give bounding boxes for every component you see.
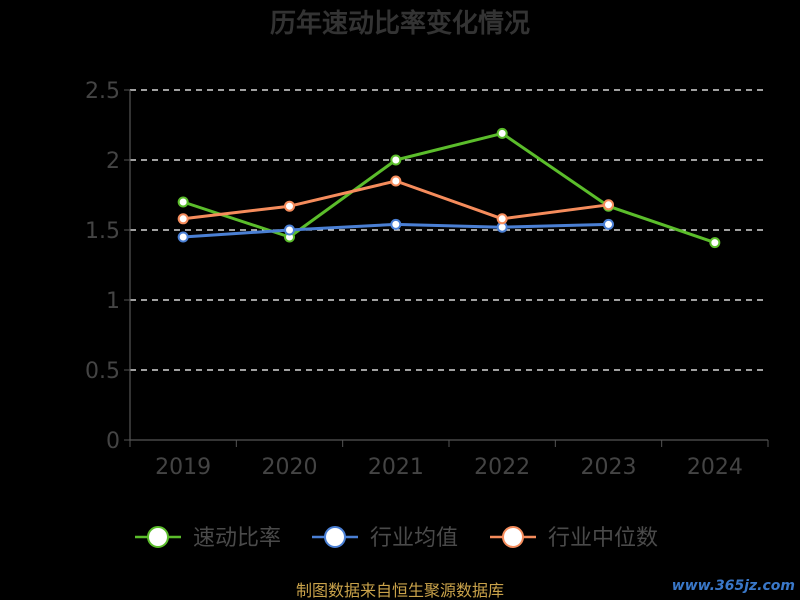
- x-tick-label-2023: 2023: [581, 455, 637, 480]
- x-tick-label-2022: 2022: [474, 455, 530, 480]
- data-point-2-2021[interactable]: [390, 175, 402, 187]
- data-point-2-2022[interactable]: [496, 213, 508, 225]
- x-tick-label-2020: 2020: [262, 455, 318, 480]
- legend-marker-2: [502, 526, 524, 548]
- x-tick-label-2021: 2021: [368, 455, 424, 480]
- data-point-2-2023[interactable]: [603, 199, 614, 211]
- data-point-2-2019[interactable]: [177, 213, 189, 225]
- data-point-2-2020[interactable]: [284, 200, 295, 212]
- series-0: [177, 127, 721, 249]
- data-point-1-2019[interactable]: [177, 231, 189, 243]
- series-2: [177, 175, 614, 225]
- y-tick-label-2: 1: [106, 289, 120, 314]
- y-tick-label-4: 2: [106, 149, 120, 174]
- legend-item-0[interactable]: 速动比率: [135, 526, 281, 551]
- data-point-0-2024[interactable]: [709, 237, 721, 249]
- data-point-0-2021[interactable]: [390, 154, 402, 166]
- legend-item-2[interactable]: 行业中位数: [490, 526, 658, 551]
- legend-item-1[interactable]: 行业均值: [312, 526, 458, 551]
- watermark: www.365jz.com: [672, 578, 795, 594]
- data-point-0-2019[interactable]: [177, 196, 189, 208]
- axes: 0 0.5 1 1.5 2 2.5 2019 2020 2021 2022 2023 2024: [85, 79, 769, 480]
- legend-label-1: 行业均值: [370, 526, 458, 551]
- data-point-1-2020[interactable]: [284, 224, 295, 236]
- legend-marker-0: [147, 526, 169, 548]
- x-tick-label-2019: 2019: [155, 455, 211, 480]
- source-note: 制图数据来自恒生聚源数据库: [296, 581, 504, 600]
- y-tick-label-1: 0.5: [85, 359, 120, 384]
- legend-label-0: 速动比率: [193, 526, 281, 551]
- legend-label-2: 行业中位数: [548, 526, 658, 551]
- series-line-2: [181, 179, 610, 221]
- data-point-1-2021[interactable]: [390, 218, 402, 230]
- y-tick-label-0: 0: [106, 429, 120, 454]
- x-tick-label-2024: 2024: [687, 455, 743, 480]
- y-tick-label-5: 2.5: [85, 79, 120, 104]
- legend-marker-1: [324, 526, 346, 548]
- data-point-0-2022[interactable]: [496, 127, 508, 139]
- y-tick-label-3: 1.5: [85, 219, 120, 244]
- legend: 速动比率 行业均值 行业中位数: [135, 526, 658, 551]
- series-lines: [177, 127, 721, 249]
- chart-title: 历年速动比率变化情况: [270, 8, 530, 39]
- data-point-1-2023[interactable]: [603, 218, 614, 230]
- grid-lines: [130, 89, 768, 371]
